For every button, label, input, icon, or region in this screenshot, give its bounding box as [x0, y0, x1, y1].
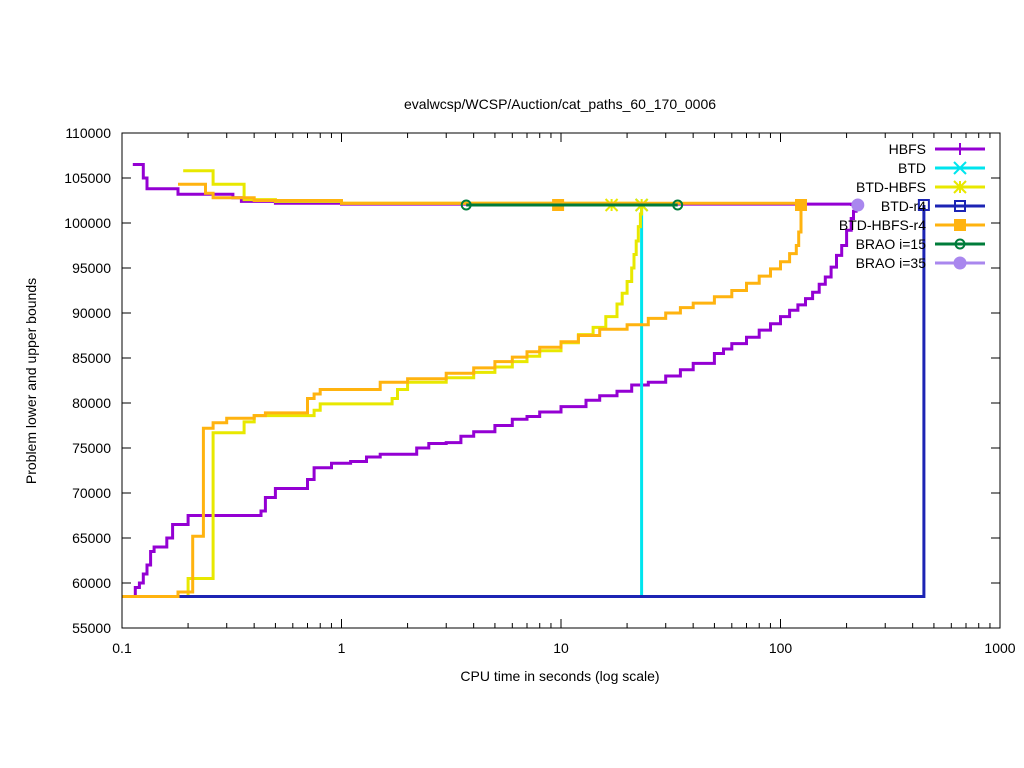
series-btd-r4-point [917, 199, 930, 211]
legend-marker-btd-r4-shape [954, 200, 966, 212]
series-brao-i-15-point-shape [460, 199, 472, 211]
y-tick-label: 55000 [72, 620, 111, 636]
y-tick-label: 60000 [72, 575, 111, 591]
y-tick-label: 95000 [72, 260, 111, 276]
series-brao-i-35-point [851, 198, 865, 212]
y-tick-label: 90000 [72, 305, 111, 321]
legend-label-btd-hbfs: BTD-HBFS [856, 179, 926, 195]
legend-marker-brao-i-35-shape [953, 256, 967, 270]
legend-label-brao-i-15: BRAO i=15 [856, 236, 927, 252]
legend-marker-btd-stroke [953, 161, 967, 175]
legend-marker-btd-hbfs-stroke [953, 180, 967, 194]
series-btd-hbfs-r4-point-shape [795, 199, 808, 211]
plot-frame [121, 132, 1001, 629]
series-brao-i-15-point-shape [672, 199, 684, 211]
legend-marker-brao-i-35 [953, 256, 967, 270]
legend: HBFS BTD BTD-HBFS BTD-r4 BTD-HBFS-r4 BRAO i=1… [839, 141, 985, 271]
series-btd-hbfs-r4-lower-bound-line [122, 205, 803, 598]
y-tick-label: 70000 [72, 485, 111, 501]
legend-label-btd-hbfs-r4: BTD-HBFS-r4 [839, 217, 926, 233]
series-hbfs-upper-bound-line [132, 163, 858, 206]
y-tick-label: 85000 [72, 350, 111, 366]
series-brao-i-15 [460, 199, 684, 211]
series-btd-hbfs-r4-point [795, 199, 808, 211]
x-tick-label: 0.1 [112, 640, 132, 656]
x-tick-label: 100 [769, 640, 793, 656]
legend-marker-btd [953, 161, 967, 175]
legend-label-btd-r4: BTD-r4 [881, 198, 926, 214]
series-brao-i-15-point [460, 199, 472, 211]
legend-entry-brao-i-15: BRAO i=15 [856, 236, 985, 252]
series-btd-r4-lower-bound-line [172, 205, 926, 598]
legend-entry-btd-r4: BTD-r4 [881, 198, 985, 214]
legend-label-hbfs: HBFS [889, 141, 926, 157]
y-tick-label: 65000 [72, 530, 111, 546]
legend-marker-brao-i-15-shape [954, 238, 966, 250]
legend-marker-btd-hbfs [953, 180, 967, 194]
series-layer [122, 163, 930, 598]
series-btd-hbfs-r4-upper-bound-line [178, 182, 803, 205]
legend-marker-btd-hbfs-r4 [954, 219, 966, 231]
y-tick-label: 75000 [72, 440, 111, 456]
y-tick-label: 110000 [65, 125, 111, 141]
legend-entry-btd: BTD [898, 160, 985, 176]
y-tick-label: 105000 [64, 170, 111, 186]
series-hbfs-lower-bound-line [132, 205, 858, 598]
x-tick-label: 10 [553, 640, 569, 656]
series-brao-i-35 [851, 198, 865, 212]
series-brao-i-35-point-shape [851, 198, 865, 212]
legend-marker-hbfs [954, 143, 966, 155]
legend-entry-brao-i-35: BRAO i=35 [856, 255, 985, 271]
legend-entry-hbfs: HBFS [889, 141, 985, 157]
tick-labels: 0.1 1 10 100 1000 55000 60000 65000 70000 75000 80… [64, 125, 1015, 656]
legend-label-btd: BTD [898, 160, 926, 176]
chart-title: evalwcsp/WCSP/Auction/cat_paths_60_170_0… [404, 96, 716, 112]
series-btd-r4-point-shape [917, 199, 930, 211]
y-tick-label: 100000 [64, 215, 111, 231]
series-btd-r4 [172, 199, 930, 598]
x-axis-label: CPU time in seconds (log scale) [460, 668, 659, 684]
series-btd-hbfs-lower-bound-line [172, 205, 644, 598]
y-axis-label: Problem lower and upper bounds [23, 278, 39, 484]
legend-entry-btd-hbfs: BTD-HBFS [856, 179, 985, 195]
series-brao-i-15-point [672, 199, 684, 211]
legend-marker-btd-r4 [954, 200, 966, 212]
x-tick-label: 1 [338, 640, 346, 656]
legend-marker-brao-i-15 [954, 238, 966, 250]
legend-entry-btd-hbfs-r4: BTD-HBFS-r4 [839, 217, 985, 233]
y-tick-label: 80000 [72, 395, 111, 411]
x-tick-label: 1000 [984, 640, 1015, 656]
legend-label-brao-i-35: BRAO i=35 [856, 255, 927, 271]
legend-marker-btd-hbfs-r4-shape [954, 219, 966, 231]
